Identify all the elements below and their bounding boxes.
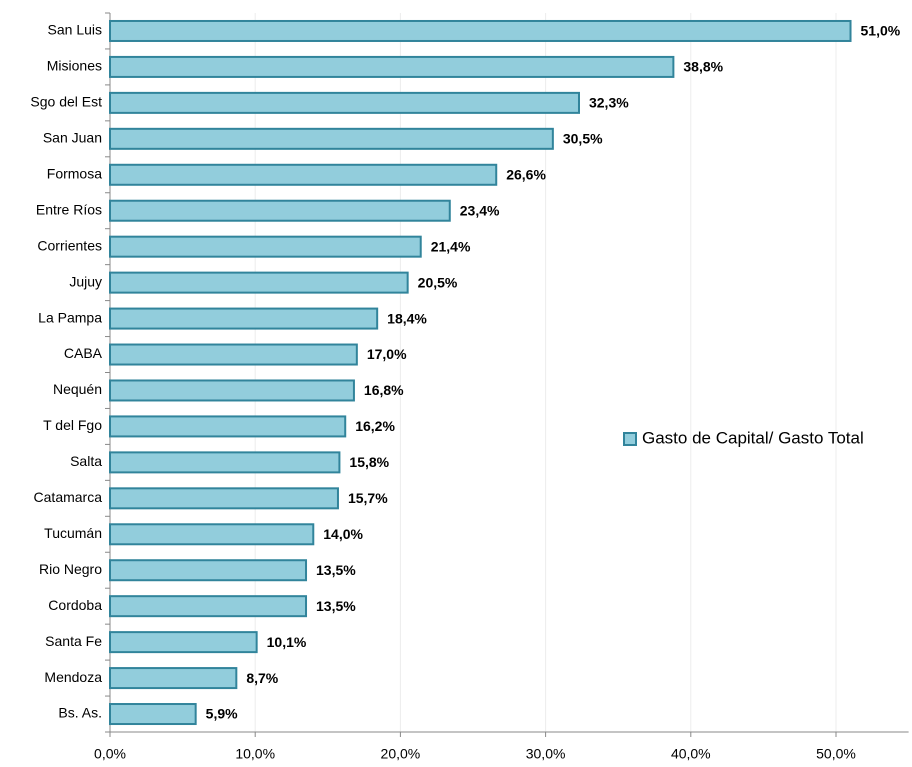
x-tick-label: 30,0% (526, 746, 566, 762)
y-tick-label: Corrientes (37, 237, 102, 253)
value-label: 8,7% (246, 670, 278, 686)
y-tick-label: Misiones (47, 58, 102, 74)
y-tick-label: CABA (64, 345, 103, 361)
value-label: 51,0% (861, 23, 901, 39)
value-label: 38,8% (683, 59, 723, 75)
value-label: 10,1% (267, 634, 307, 650)
bar (109, 595, 308, 618)
bar (109, 379, 355, 402)
value-label: 23,4% (460, 202, 500, 218)
y-tick-label: Catamarca (34, 489, 103, 505)
bar (109, 415, 347, 438)
y-tick-label: Bs. As. (58, 705, 102, 721)
value-label: 17,0% (367, 346, 407, 362)
value-label: 5,9% (206, 706, 238, 722)
value-label: 14,0% (323, 526, 363, 542)
bar (109, 271, 409, 294)
bar (109, 523, 315, 546)
x-tick-label: 40,0% (671, 746, 711, 762)
bar (109, 235, 422, 258)
bar (109, 487, 339, 510)
bar (109, 163, 498, 186)
value-label: 26,6% (506, 166, 546, 182)
y-tick-label: Tucumán (44, 525, 102, 541)
legend-label: Gasto de Capital/ Gasto Total (642, 428, 864, 447)
bar (109, 343, 358, 366)
y-tick-label: Mendoza (44, 669, 102, 685)
value-label: 13,5% (316, 598, 356, 614)
bar (109, 19, 852, 42)
y-tick-label: Salta (70, 453, 102, 469)
value-label: 16,8% (364, 382, 404, 398)
bar (109, 559, 308, 582)
bar (109, 631, 258, 654)
value-label: 13,5% (316, 562, 356, 578)
value-label: 15,7% (348, 490, 388, 506)
y-tick-label: Jujuy (69, 273, 102, 289)
y-tick-label: T del Fgo (43, 417, 102, 433)
bar (109, 451, 341, 474)
bar (109, 199, 451, 222)
y-tick-label: Cordoba (48, 597, 102, 613)
bar (109, 703, 197, 726)
y-tick-label: Nequén (53, 381, 102, 397)
y-tick-label: Formosa (47, 165, 102, 181)
y-tick-label: Sgo del Est (30, 94, 102, 110)
bar (109, 91, 580, 114)
value-label: 20,5% (418, 274, 458, 290)
value-label: 18,4% (387, 310, 427, 326)
value-label: 30,5% (563, 131, 603, 147)
value-label: 21,4% (431, 238, 471, 254)
y-tick-label: Rio Negro (39, 561, 102, 577)
value-label: 32,3% (589, 95, 629, 111)
value-label: 15,8% (349, 454, 389, 470)
x-tick-label: 20,0% (381, 746, 421, 762)
bar (109, 307, 379, 330)
y-tick-label: San Juan (43, 130, 102, 146)
value-label: 16,2% (355, 418, 395, 434)
x-tick-label: 0,0% (94, 746, 126, 762)
y-tick-label: Santa Fe (45, 633, 102, 649)
bar (109, 127, 554, 150)
y-tick-label: La Pampa (38, 309, 102, 325)
y-tick-label: Entre Ríos (36, 201, 102, 217)
bar (109, 55, 675, 78)
bar (109, 667, 238, 690)
x-tick-label: 10,0% (235, 746, 275, 762)
legend-swatch (623, 432, 637, 446)
x-tick-label: 50,0% (816, 746, 856, 762)
y-tick-label: San Luis (48, 22, 102, 38)
